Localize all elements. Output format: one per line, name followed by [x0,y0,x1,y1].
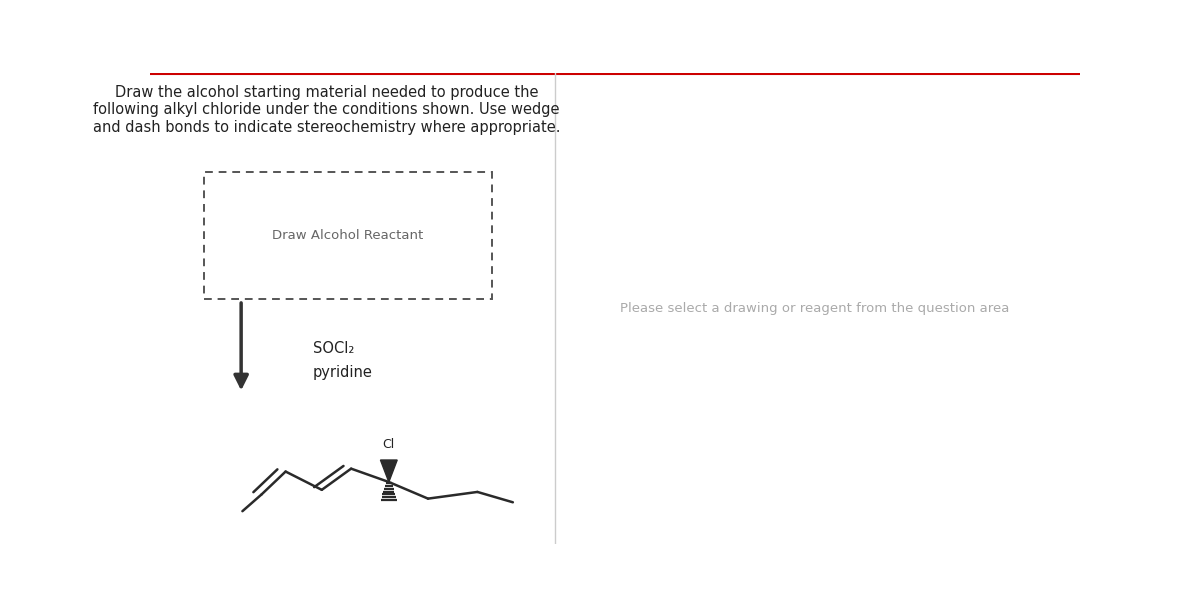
Text: Please select a drawing or reagent from the question area: Please select a drawing or reagent from … [620,302,1009,315]
Text: pyridine: pyridine [313,365,373,379]
Polygon shape [380,460,397,482]
Text: Cl: Cl [383,437,395,450]
Text: Draw the alcohol starting material needed to produce the
following alkyl chlorid: Draw the alcohol starting material neede… [92,85,560,135]
Text: SOCl₂: SOCl₂ [313,341,354,356]
Text: Draw Alcohol Reactant: Draw Alcohol Reactant [272,229,424,242]
